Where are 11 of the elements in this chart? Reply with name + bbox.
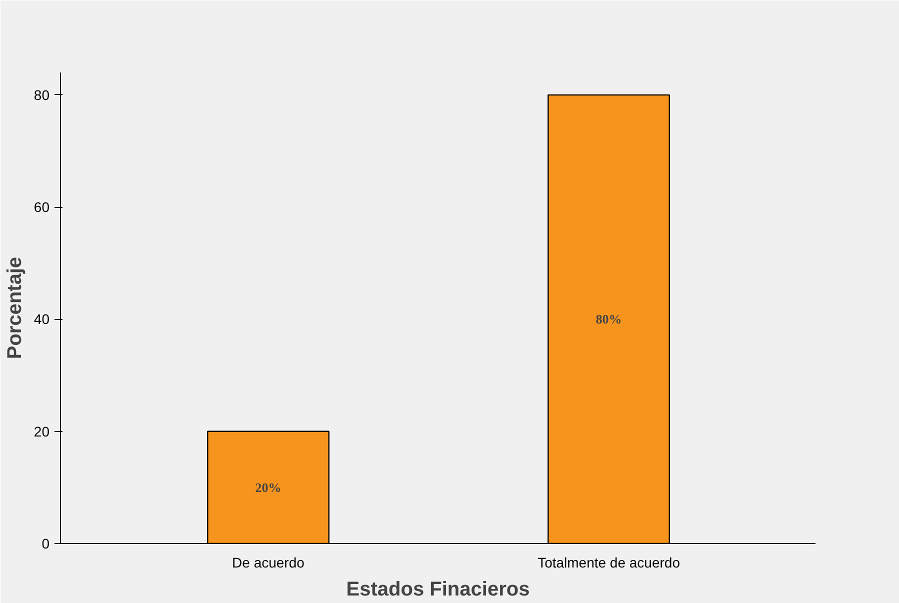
y-tick-label: 80 bbox=[34, 86, 50, 103]
data-label: 80% bbox=[596, 312, 622, 327]
x-tick-label: Totalmente de acuerdo bbox=[538, 554, 680, 570]
y-tick-label: 40 bbox=[34, 311, 50, 328]
x-axis-title: Estados Finacieros bbox=[346, 578, 530, 600]
data-label: 20% bbox=[255, 480, 282, 495]
x-tick-label: De acuerdo bbox=[232, 554, 305, 570]
y-tick-label: 20 bbox=[34, 423, 50, 440]
y-tick-label: 0 bbox=[42, 536, 50, 552]
y-tick-label: 60 bbox=[34, 199, 50, 216]
y-axis-title: Porcentaje bbox=[4, 256, 26, 360]
